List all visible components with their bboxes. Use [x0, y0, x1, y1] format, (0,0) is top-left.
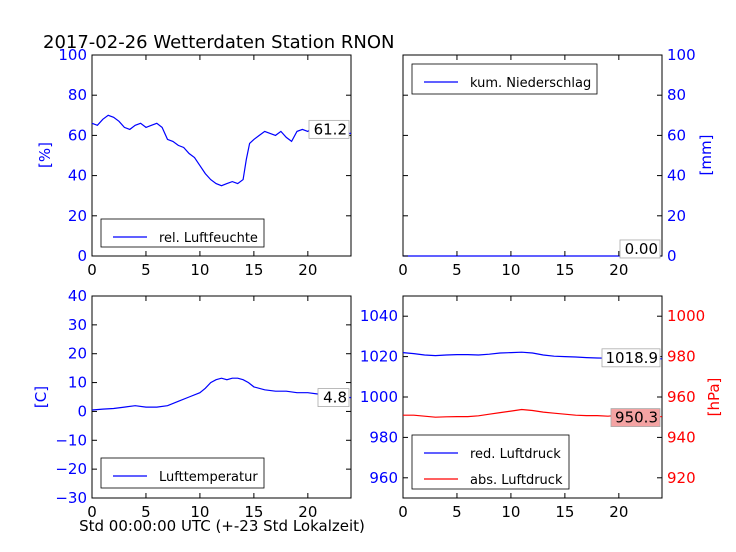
y-tick-label: 1000	[667, 307, 705, 325]
last-value-label: 61.2	[314, 120, 347, 138]
last-value-box	[610, 408, 661, 427]
y-tick-label: 920	[667, 469, 696, 487]
y-tick-label: 20	[667, 207, 686, 225]
y-tick-label: 0	[77, 247, 87, 265]
y-tick-label: 80	[68, 86, 87, 104]
y-tick-label: 40	[667, 167, 686, 185]
x-tick-label: 15	[555, 261, 574, 279]
y-tick-label: −10	[55, 431, 87, 449]
x-tick-label: 5	[141, 261, 151, 279]
x-tick-label: 5	[141, 503, 151, 521]
x-tick-label: 0	[87, 503, 97, 521]
last-value-label: 1018.9	[606, 349, 659, 367]
x-tick-label: 5	[452, 503, 462, 521]
y-axis-label: [C]	[32, 386, 50, 408]
y-tick-label: 960	[369, 469, 398, 487]
y-tick-label: 0	[77, 402, 87, 420]
last-value-label: 4.8	[323, 389, 347, 407]
pressure-panel: 0 5 10 15 20 960 980 1000 1020 1040 920 940 960 980 10…	[360, 295, 723, 521]
y-tick-label: 0	[667, 247, 677, 265]
last-value-box	[601, 348, 661, 368]
temperature-panel: 0 5 10 15 20 −30 −20 −10 0 10 20 30 40 [C] Lufttempera…	[32, 287, 352, 521]
y-tick-label: 100	[58, 46, 87, 64]
y-tick-label: 1020	[360, 348, 398, 366]
last-value-box	[308, 119, 350, 139]
x-tick-label: 10	[190, 503, 209, 521]
humidity-panel: 0 5 10 15 20 0 20 40 60 80 100 [%] rel. Luftfeuchte 6…	[36, 46, 352, 279]
y-axis-label: [hPa]	[705, 378, 723, 417]
x-tick-label: 20	[609, 261, 628, 279]
y-tick-label: 10	[68, 374, 87, 392]
y-tick-label: 20	[68, 345, 87, 363]
legend-label: abs. Luftdruck	[470, 473, 563, 488]
y-axis-label: [mm]	[697, 135, 715, 176]
y-tick-label: 40	[68, 167, 87, 185]
legend-label: Lufttemperatur	[159, 470, 258, 485]
y-tick-label: −30	[55, 489, 87, 507]
x-tick-label: 15	[555, 503, 574, 521]
y-axis-label: [%]	[36, 142, 54, 168]
y-tick-label: 40	[68, 287, 87, 305]
last-value-label: 950.3	[615, 409, 658, 427]
y-tick-label: 940	[667, 428, 696, 446]
y-tick-label: 80	[667, 86, 686, 104]
x-axis-label: Std 00:00:00 UTC (+-23 Std Lokalzeit)	[79, 517, 365, 535]
y-tick-label: 980	[369, 428, 398, 446]
chart-title: 2017-02-26 Wetterdaten Station RNON	[43, 32, 394, 53]
x-tick-label: 10	[501, 261, 520, 279]
y-tick-label: 1000	[360, 388, 398, 406]
legend-box	[100, 457, 265, 489]
y-tick-label: 960	[667, 388, 696, 406]
x-tick-label: 0	[398, 261, 408, 279]
y-tick-label: 100	[667, 46, 696, 64]
legend-label: kum. Niederschlag	[470, 76, 591, 91]
x-tick-label: 15	[244, 261, 263, 279]
precipitation-panel: 0 5 10 15 20 0 20 40 60 80 100 [mm] kum. Niederschla…	[398, 46, 715, 279]
last-value-box	[317, 388, 350, 407]
y-tick-label: 60	[68, 126, 87, 144]
legend-box	[411, 434, 570, 490]
last-value-box	[619, 239, 661, 259]
x-tick-label: 20	[298, 503, 317, 521]
y-tick-label: 30	[68, 316, 87, 334]
series-line	[91, 377, 352, 411]
y-tick-label: 980	[667, 348, 696, 366]
legend-box	[411, 63, 598, 95]
y-tick-label: 20	[68, 207, 87, 225]
legend-box	[100, 218, 265, 248]
x-tick-label: 10	[190, 261, 209, 279]
series-line	[91, 114, 351, 187]
x-tick-label: 5	[452, 261, 462, 279]
last-value-label: 0.00	[625, 240, 658, 258]
y-tick-label: 1040	[360, 307, 398, 325]
x-tick-label: 0	[398, 503, 408, 521]
x-tick-label: 20	[298, 261, 317, 279]
x-tick-label: 20	[609, 503, 628, 521]
legend-label: rel. Luftfeuchte	[159, 231, 258, 246]
legend-label: red. Luftdruck	[470, 447, 561, 462]
x-tick-label: 10	[501, 503, 520, 521]
x-tick-label: 15	[244, 503, 263, 521]
x-tick-label: 0	[87, 261, 97, 279]
y-tick-label: 60	[667, 126, 686, 144]
y-tick-label: −20	[55, 460, 87, 478]
